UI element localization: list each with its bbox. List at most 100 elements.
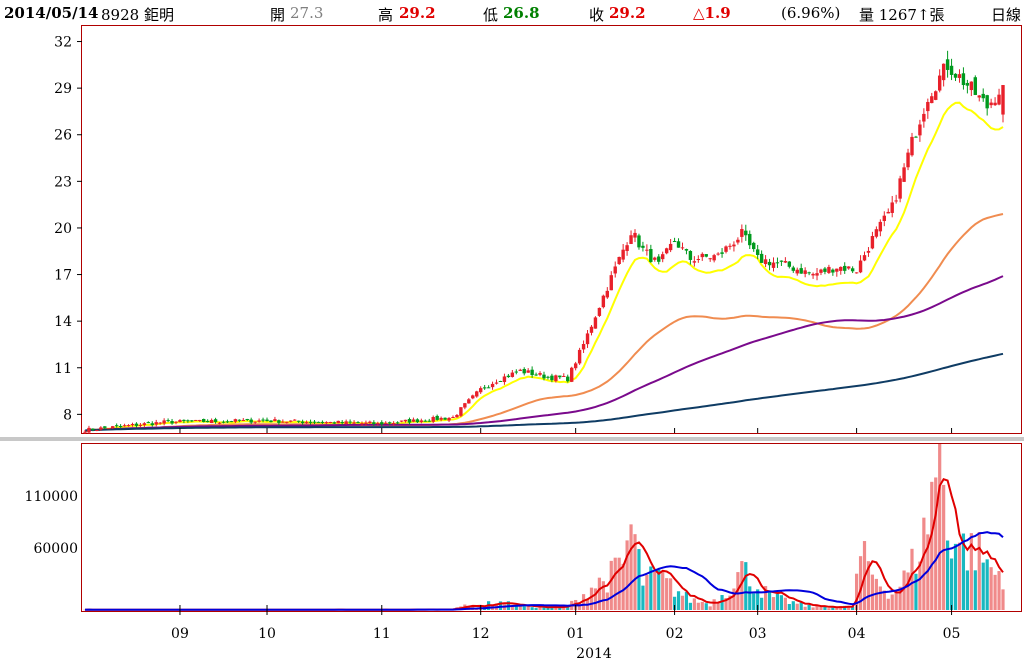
month-tick-label: 09 [171,626,189,642]
volume-bar [831,607,835,610]
volume-bar [653,571,657,610]
candle-body [779,260,784,262]
candle-body [376,422,380,424]
volume-bar [922,517,926,610]
volume-bar [645,574,649,610]
candle-body [839,266,843,271]
candle-body [949,65,954,75]
candle-body [728,245,732,247]
candle-body [312,421,317,423]
candle-body [134,423,139,426]
volume-bar [498,601,503,610]
candle-body [767,261,772,266]
moving-average-lines [84,101,1004,433]
candle-body [815,273,819,276]
volume-bar [910,548,914,610]
candle-body [285,421,289,423]
volume-bar [578,603,582,610]
volume-bar [712,599,716,610]
candle-body [182,419,186,422]
candle-body [902,167,906,182]
volume-bar [688,602,693,610]
candle-body [126,425,131,427]
candle-body [688,250,693,260]
candle-body [550,375,554,381]
candle-body [130,423,135,426]
volume-ma-long-line [84,531,1004,611]
candle-body [336,420,340,424]
volume-bar [605,592,609,610]
volume-bar [997,571,1001,610]
volume-bar [839,606,843,610]
volume-bar [672,596,677,610]
candle-body [653,257,657,260]
candle-body [692,261,697,263]
candle-body [672,241,677,243]
candle-body [356,422,360,424]
candle-body [352,422,356,424]
candlesticks [83,50,1005,434]
month-tick-label: 03 [749,626,767,642]
candle-body [332,422,336,424]
volume-bar [597,577,601,610]
candle-body [854,272,859,274]
candle-body [237,419,242,421]
volume-bar [692,598,696,610]
candle-body [217,422,222,424]
candle-body [395,422,400,424]
candle-body [225,421,230,423]
candle-body [799,268,803,274]
candle-body [506,375,511,378]
volume-bar [518,604,522,610]
candle-body [447,417,451,421]
volume-bar [613,557,617,610]
candle-body [194,419,198,421]
volume-bar [799,602,803,610]
candle-body [209,419,214,424]
volume-bar [957,542,962,610]
volume-bar [835,606,839,610]
ma60-line [84,275,1004,433]
volume-bar [898,586,902,610]
candle-body [720,252,724,254]
candle-body [704,254,708,257]
volume-bar [629,524,633,610]
candle-body [451,416,455,418]
candle-body [114,425,119,427]
month-tick-label: 01 [567,626,585,642]
candle-body [914,136,918,138]
candle-body [296,420,301,422]
candle-body [443,417,447,420]
candle-body [490,383,495,388]
volume-bar [538,605,542,610]
volume-bar [676,591,681,610]
volume-bar [732,588,736,610]
volume-bar [815,604,819,610]
candle-body [411,419,416,422]
candle-body [403,419,408,422]
candle-body [843,265,847,271]
candle-body [308,421,313,423]
candle-body [922,113,926,122]
ma20-line [84,213,1004,433]
candle-body [530,369,534,376]
volume-bar [593,588,598,610]
candle-body [926,101,930,112]
candle-body [787,261,792,267]
volume-bar [550,606,554,610]
candle-body [122,425,127,427]
low-label: 低 [483,6,499,24]
candle-body [281,421,285,423]
volume-bar [680,595,685,610]
volume-value: 量 1267↑張 [859,6,945,24]
candle-body [178,420,182,422]
candle-body [190,420,194,422]
candle-body [716,253,720,255]
volume-bar [854,573,859,610]
candle-body [1001,85,1005,115]
price-tick-label: 8 [63,407,72,423]
candle-body [142,423,147,426]
volume-bar [961,533,966,610]
candle-body [162,420,166,424]
volume-bar [878,586,882,610]
